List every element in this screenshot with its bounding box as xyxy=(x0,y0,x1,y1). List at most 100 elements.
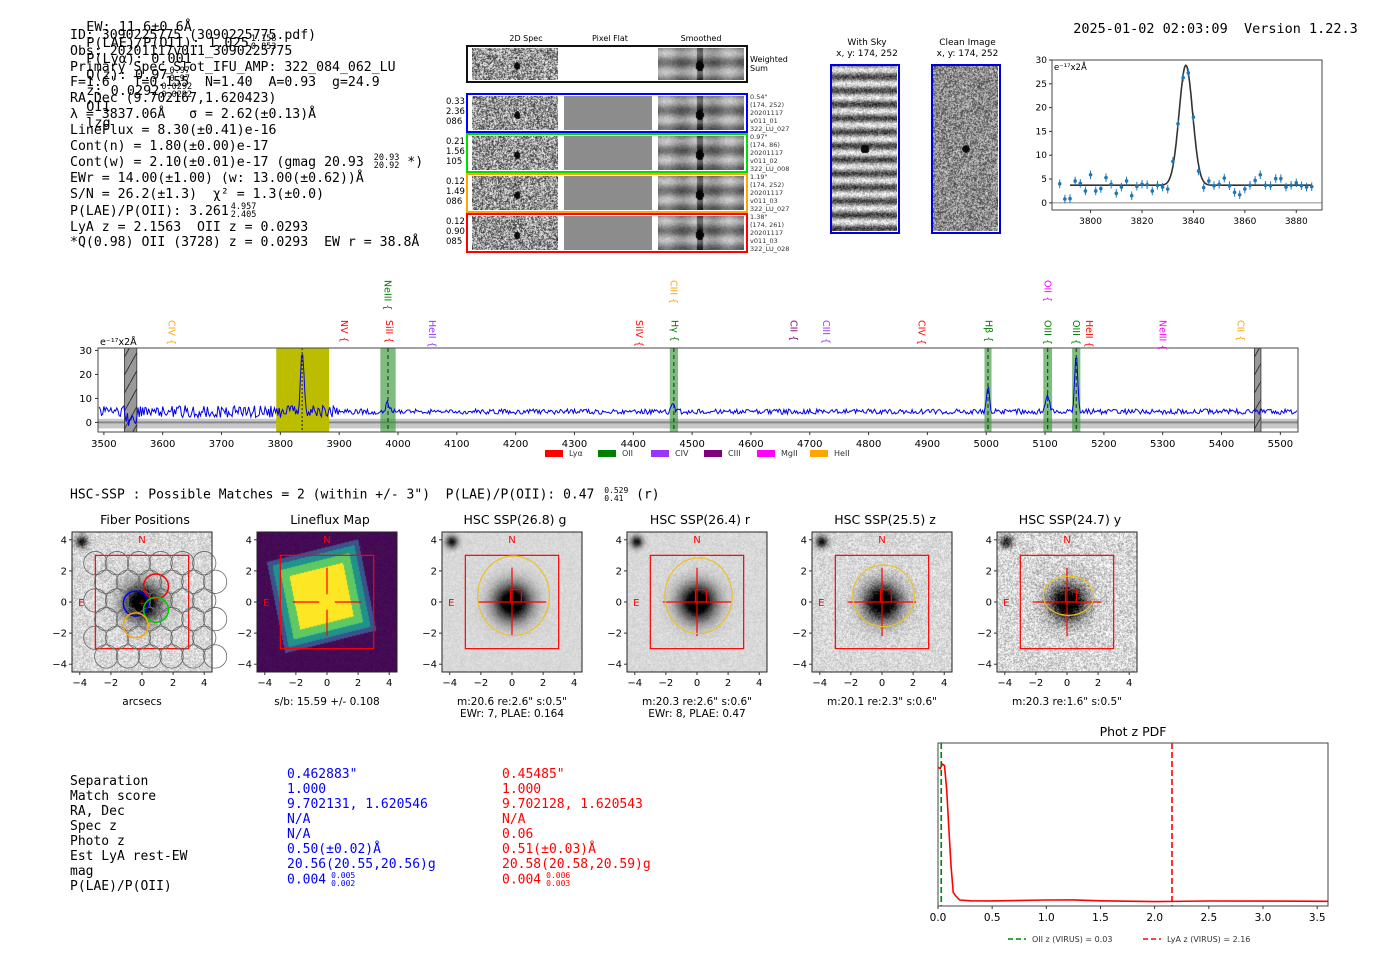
fiber-spectrum-row[interactable] xyxy=(466,213,748,253)
aperture-box xyxy=(464,554,560,650)
data-point xyxy=(1273,176,1278,181)
cutout-panel[interactable]: Fiber Positions + N E −4 −4 −2 −2 0 0 2 2 4 4 arcsecs xyxy=(50,512,228,727)
x-tick-label: 4700 xyxy=(797,439,822,450)
fiber-stat: 086 xyxy=(446,197,463,207)
fiber-circle xyxy=(203,569,228,594)
fiber-2d-spec xyxy=(472,136,558,170)
col-2d-spec: 2D Spec xyxy=(509,34,543,43)
y-tick-label: −4 xyxy=(237,660,252,671)
x-tick-label: 4 xyxy=(571,678,577,689)
north-label: N xyxy=(138,535,145,546)
match-field-value: 20.56(20.55,20.56)g xyxy=(287,857,436,872)
flag: lzg xyxy=(86,115,111,131)
ew-rest: EWr = 14.00(±1.00) (w: 13.00(±0.62))Å xyxy=(70,171,364,187)
x-tick-label: −2 xyxy=(1029,678,1044,689)
fiber-spectrum-row[interactable] xyxy=(466,173,748,213)
cutout-panel[interactable]: HSC SSP(26.4) r N E −4 −4 −2 −2 0 0 2 2 4 4 m:20.3 re… xyxy=(605,512,780,727)
fiber-spectrum-row[interactable] xyxy=(466,133,748,173)
fiber-spectrum-row[interactable] xyxy=(466,93,748,133)
y-tick-label: 25 xyxy=(1036,80,1047,90)
fiber-circle xyxy=(115,644,141,669)
fiber-circle xyxy=(137,607,162,632)
match-field-label: Separation xyxy=(70,774,149,789)
y-tick-label: 0 xyxy=(86,418,92,429)
cutout-overlay: N E −4 −4 −2 −2 0 0 2 2 4 4 xyxy=(792,531,953,689)
x-tick-label: 5000 xyxy=(974,439,999,450)
fiber-circle xyxy=(192,625,217,650)
legend-swatch xyxy=(704,450,722,457)
catalog-match-box xyxy=(879,588,892,603)
fiber-meta-line: 20201117 xyxy=(750,149,784,157)
match-field-value: 9.702131, 1.620546 xyxy=(287,797,428,812)
y-tick-label: 10 xyxy=(79,394,92,405)
svg-text:Hβ {: Hβ { xyxy=(983,320,994,342)
plot-frame xyxy=(937,742,1329,907)
weighted-sum-row[interactable] xyxy=(466,45,748,83)
fiber-meta-line: v011_01 xyxy=(750,117,778,125)
catalog-match-box xyxy=(1064,588,1077,603)
y-tick-label: −2 xyxy=(237,629,252,640)
line-id-label: HeII { xyxy=(426,320,437,348)
with-sky-image[interactable] xyxy=(830,64,900,234)
q-z: Q(z): 0.97 xyxy=(86,67,168,83)
x-tick-label: 3800 xyxy=(268,439,293,450)
selected-fiber xyxy=(142,573,170,600)
cutout-caption: s/b: 15.59 +/- 0.108 xyxy=(274,696,380,708)
cutout-panel[interactable]: HSC SSP(24.7) y N E −4 −4 −2 −2 0 0 2 2 4 4 m:20.3 re… xyxy=(975,512,1150,727)
clean-image-coords: x, y: 174, 252 xyxy=(936,49,999,59)
y-tick-label: 30 xyxy=(1036,56,1048,66)
legend-label: CIII xyxy=(728,449,741,458)
p-lya: P(Lyα): 0.001 xyxy=(86,51,192,67)
svg-text:HeII {: HeII { xyxy=(1083,320,1094,348)
y-tick-label: 4 xyxy=(431,535,437,546)
line-id-label: SiIV { xyxy=(633,320,644,347)
match-field-value: 0.462883" xyxy=(287,767,358,782)
aperture-ellipse xyxy=(1042,575,1095,616)
fiber-meta-line: (174, 252) xyxy=(750,101,785,109)
match-field-label: mag xyxy=(70,864,94,879)
x-tick-label: 3.5 xyxy=(1309,912,1326,924)
x-tick-label: 3840 xyxy=(1182,217,1205,227)
cutout-title: HSC SSP(26.4) r xyxy=(649,512,751,527)
line-id-label: NeIII { xyxy=(381,280,392,310)
cutout-panel[interactable]: HSC SSP(25.5) z N E −4 −4 −2 −2 0 0 2 2 4 4 m:20.1 re… xyxy=(790,512,965,727)
line-id-label: CIV { xyxy=(166,320,177,345)
match-field-value: N/A xyxy=(287,812,311,827)
y-tick-label: 5 xyxy=(1041,175,1047,185)
cutout-caption: m:20.3 re:2.6" s:0.6" xyxy=(642,696,752,708)
redshift: z: 0.0292 xyxy=(86,83,160,99)
data-point xyxy=(1258,172,1263,177)
x-tick-label: 5300 xyxy=(1150,439,1175,450)
x-tick-label: 0 xyxy=(879,678,885,689)
cutout-panel[interactable]: Lineflux Map N E −4 −4 −2 −2 0 0 2 2 4 4 s/b: 15.59 +… xyxy=(235,512,410,727)
cutout-title: Lineflux Map xyxy=(290,512,370,527)
y-tick-label: 0 xyxy=(616,598,622,609)
x-tick-label: 4 xyxy=(386,678,392,689)
center-gap xyxy=(319,594,335,610)
clean-image[interactable] xyxy=(931,64,1001,234)
fiber-circle xyxy=(105,588,130,613)
y-tick-label: −4 xyxy=(607,660,622,671)
fiber-meta-line: 322_LU_027 xyxy=(750,205,790,213)
legend-label: LyA z (VIRUS) = 2.16 xyxy=(1167,935,1250,944)
x-tick-label: 4500 xyxy=(679,439,704,450)
fiber-circle xyxy=(203,607,228,632)
y-tick-label: −2 xyxy=(607,629,622,640)
x-tick-label: 2 xyxy=(725,678,731,689)
data-point xyxy=(1212,183,1216,188)
plot-frame xyxy=(97,347,1299,433)
x-tick-label: 3860 xyxy=(1233,217,1256,227)
with-sky-coords: x, y: 174, 252 xyxy=(836,49,898,59)
match-field-label: Est LyA rest-EW xyxy=(70,849,188,864)
legend-swatch xyxy=(545,450,563,457)
north-label: N xyxy=(508,535,515,546)
line-id-label: CII { xyxy=(787,320,798,341)
x-tick-label: 4200 xyxy=(503,439,528,450)
fiber-2d-spec xyxy=(472,216,558,250)
cutout-panel[interactable]: HSC SSP(26.8) g N E −4 −4 −2 −2 0 0 2 2 4 4 m:20.6 re… xyxy=(420,512,595,727)
fiber-circle xyxy=(170,625,195,650)
fiber-circle xyxy=(137,569,162,594)
fiber-stat: 0.12 xyxy=(446,177,465,187)
fiber-circle xyxy=(181,644,206,669)
data-point xyxy=(1176,122,1180,126)
